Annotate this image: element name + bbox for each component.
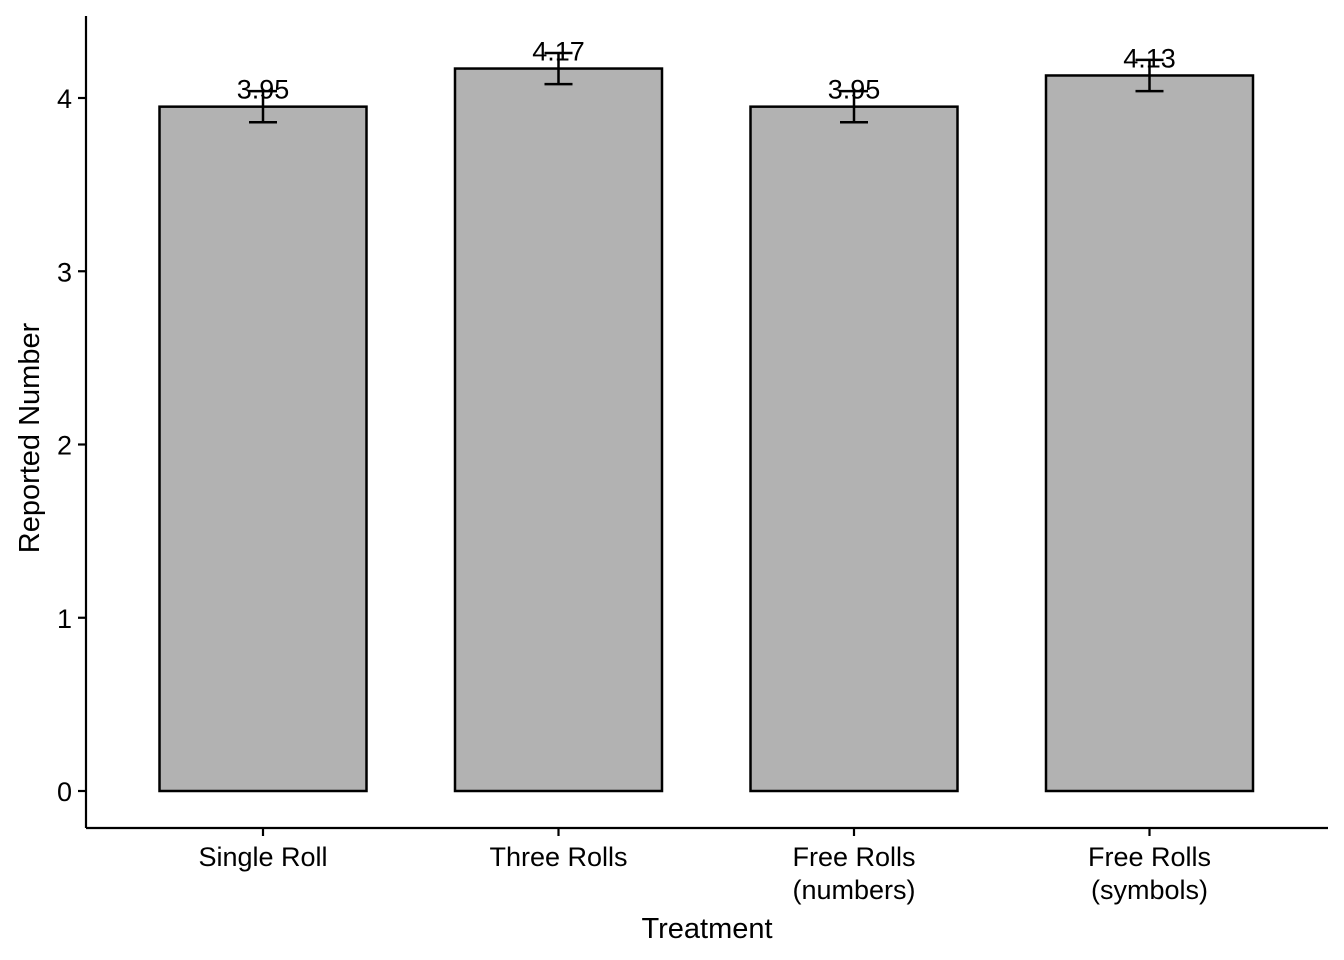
- bar-3: [1044, 74, 1255, 793]
- y-tick-label-2: 2: [57, 431, 72, 461]
- x-tick-label-line: Single Roll: [198, 842, 327, 872]
- y-tick-label-1: 1: [57, 604, 72, 634]
- bar-0: [158, 105, 368, 793]
- bars: [158, 67, 1255, 793]
- data-label-0: 3.95: [237, 75, 290, 105]
- x-tick-label-line: Free Rolls: [1088, 842, 1211, 872]
- error-bars: [249, 51, 1164, 124]
- x-tick-label-0: Single Roll: [198, 842, 327, 872]
- data-label-1: 4.17: [532, 37, 585, 67]
- y-axis-ticks: 0 1 2 3 4: [57, 84, 86, 807]
- data-label-2: 3.95: [828, 75, 881, 105]
- error-bar-0: [249, 89, 277, 124]
- y-tick-label-3: 3: [57, 257, 72, 287]
- x-tick-label-line: Three Rolls: [489, 842, 627, 872]
- x-axis-title: Treatment: [641, 913, 772, 945]
- x-tick-label-3: Free Rolls (symbols): [1088, 842, 1211, 905]
- x-tick-label-line: (symbols): [1091, 875, 1208, 905]
- bar-2: [749, 105, 959, 793]
- x-tick-label-line: (numbers): [792, 875, 915, 905]
- data-label-3: 4.13: [1123, 43, 1176, 73]
- x-tick-label-2: Free Rolls (numbers): [792, 842, 915, 905]
- error-bar-1: [544, 51, 573, 86]
- bar-1: [453, 67, 664, 793]
- x-tick-label-1: Three Rolls: [489, 842, 627, 872]
- x-tick-label-line: Free Rolls: [792, 842, 915, 872]
- y-axis-title: Reported Number: [14, 322, 46, 553]
- y-tick-label-0: 0: [57, 777, 72, 807]
- error-bar-2: [840, 89, 868, 124]
- data-labels: 3.95 4.17 3.95 4.13: [237, 37, 1176, 105]
- error-bar-3: [1135, 58, 1164, 93]
- x-axis-ticks: Single Roll Three Rolls Free Rolls (numbers…: [198, 828, 1211, 905]
- y-tick-label-4: 4: [57, 84, 72, 114]
